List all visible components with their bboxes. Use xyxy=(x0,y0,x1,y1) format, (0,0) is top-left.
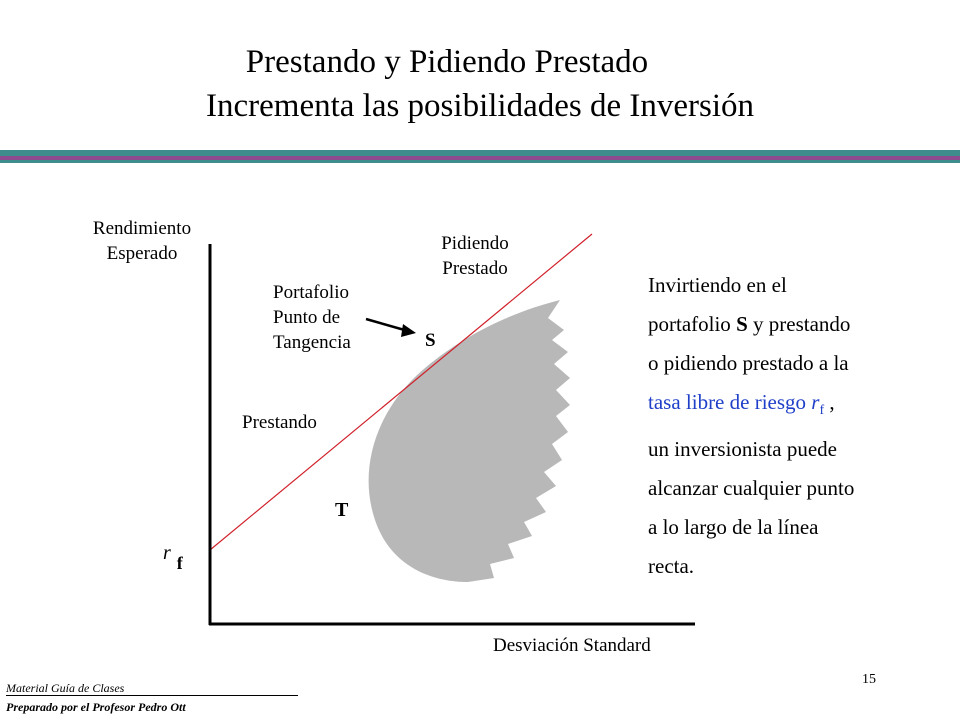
paragraph-line-2: portafolio S y prestando xyxy=(648,305,948,344)
y-axis-label-line-1: Rendimiento xyxy=(92,218,192,239)
capital-market-line xyxy=(209,233,593,551)
page-number: 15 xyxy=(862,672,876,687)
title-line-2: Incrementa las posibilidades de Inversió… xyxy=(206,88,754,124)
explanation-paragraph: Invirtiendo en el portafolio S y prestan… xyxy=(648,266,948,586)
tangency-portfolio-label: Portafolio Punto de Tangencia xyxy=(273,280,351,355)
paragraph-line-2-bold: S xyxy=(736,312,748,336)
tangency-label-line-1: Portafolio xyxy=(273,282,349,303)
paragraph-line-4-r: r xyxy=(811,390,820,414)
paragraph-line-4-sub: f xyxy=(819,403,825,419)
title-bar-purple xyxy=(0,156,960,160)
tangency-label-line-2: Punto de xyxy=(273,307,341,328)
rf-symbol: r xyxy=(163,542,171,564)
paragraph-line-7: a lo largo de la línea xyxy=(648,515,819,540)
footer-line-1: Material Guía de Clases xyxy=(6,681,125,695)
paragraph-line-1: Invirtiendo en el xyxy=(648,273,787,297)
paragraph-line-3: o pidiendo prestado a la xyxy=(648,351,849,375)
tangency-label-line-3: Tangencia xyxy=(273,332,351,353)
lending-label: Prestando xyxy=(242,412,317,433)
point-t-label: T xyxy=(335,499,349,521)
borrowing-label: Pidiendo Prestado xyxy=(420,231,530,281)
paragraph-line-6: alcanzar cualquier punto xyxy=(648,476,855,501)
paragraph-line-8: recta. xyxy=(648,554,695,579)
x-axis-label: Desviación Standard xyxy=(493,635,651,656)
opportunity-set xyxy=(368,300,570,582)
tangency-arrow xyxy=(365,317,409,333)
y-axis-label: Rendimiento Esperado xyxy=(82,216,202,266)
paragraph-line-2-post: y prestando xyxy=(747,312,851,336)
y-axis-label-line-2: Esperado xyxy=(106,243,178,264)
borrowing-label-line-1: Pidiendo xyxy=(441,233,509,254)
borrowing-label-line-2: Prestado xyxy=(442,258,508,279)
tangency-arrowhead xyxy=(401,324,416,337)
paragraph-line-4-pre: tasa libre de riesgo xyxy=(648,390,812,414)
footer-underline xyxy=(6,695,298,696)
rf-subscript: f xyxy=(176,553,183,573)
paragraph-line-4-post: , xyxy=(824,390,835,414)
title-bar-teal xyxy=(0,150,960,156)
paragraph-line-5: un inversionista puede xyxy=(648,437,837,462)
title-bar-teal-thin xyxy=(0,160,960,163)
paragraph-line-4: tasa libre de riesgo rf , xyxy=(648,383,948,430)
point-s-label: S xyxy=(425,330,436,351)
title-line-1: Prestando y Pidiendo Prestado xyxy=(245,44,649,80)
slide-title: Prestando y Pidiendo Prestado Incrementa… xyxy=(0,40,960,128)
paragraph-line-2-pre: portafolio xyxy=(648,312,737,336)
footer-line-2: Preparado por el Profesor Pedro Ott xyxy=(6,700,186,714)
